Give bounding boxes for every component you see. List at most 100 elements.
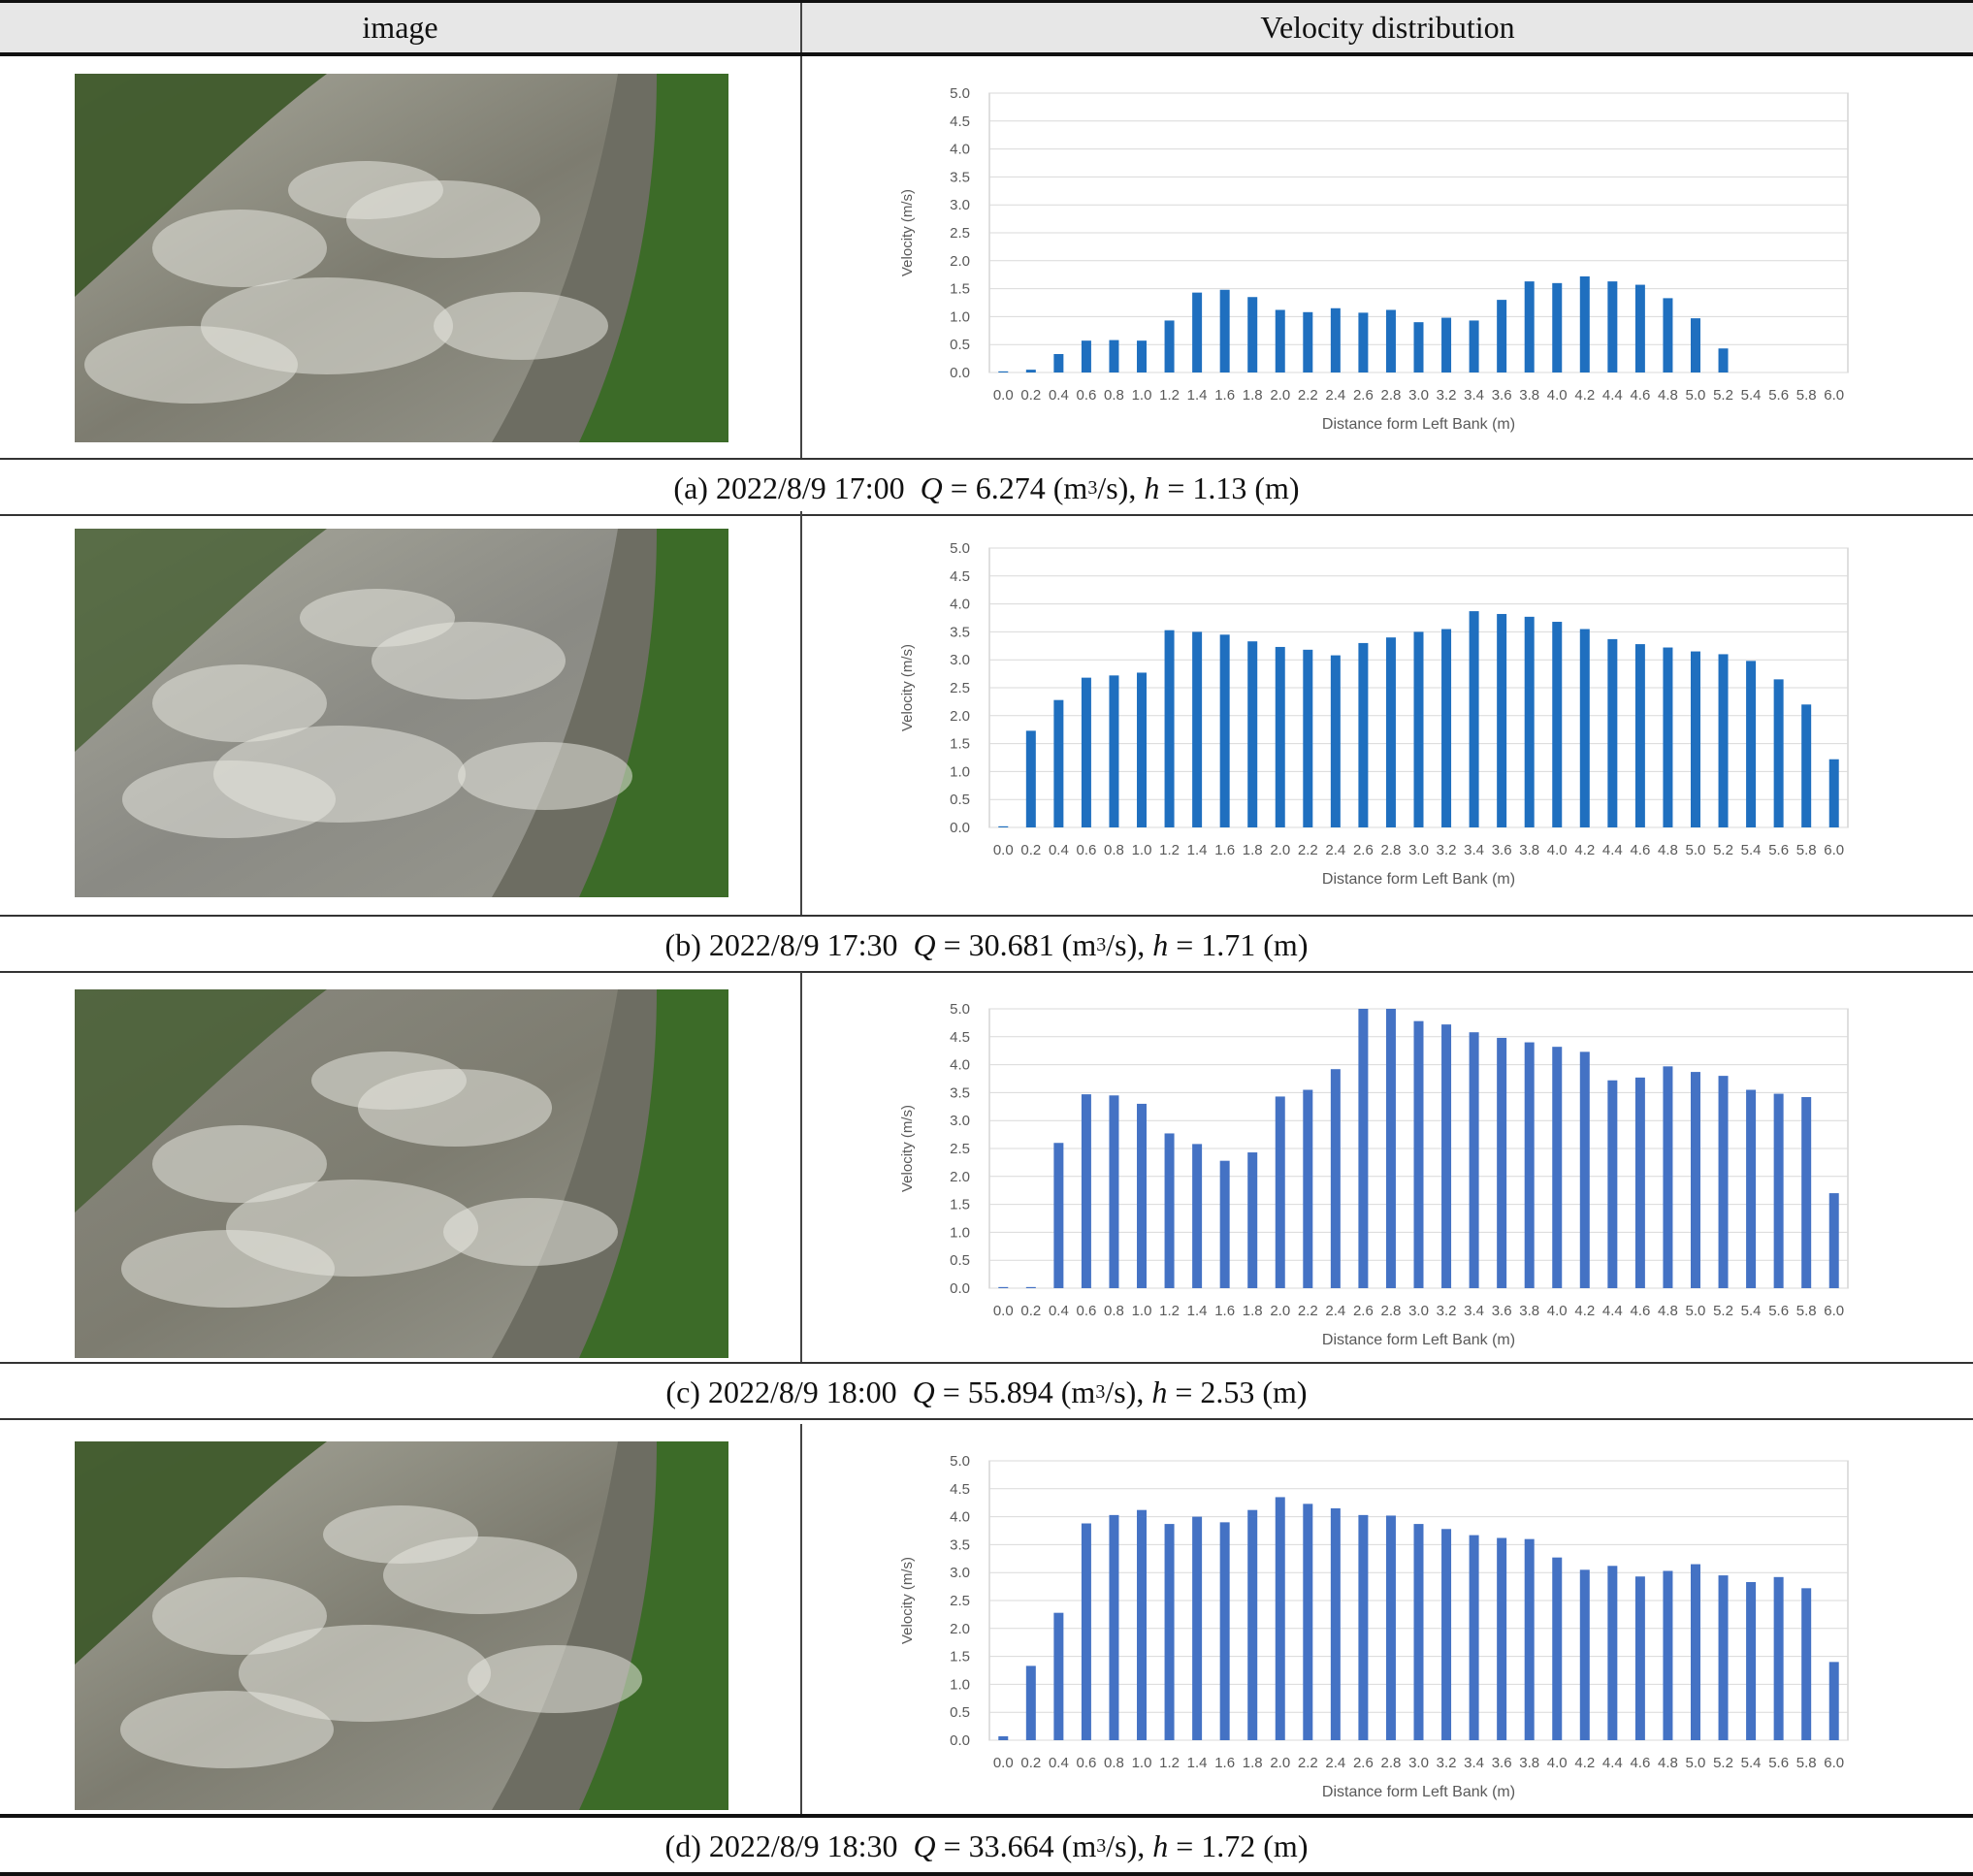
x-tick-label: 1.2 (1159, 842, 1180, 858)
bar-0.8 (1109, 1514, 1119, 1740)
x-tick-label: 3.4 (1464, 842, 1484, 858)
bar-4.2 (1579, 1051, 1590, 1288)
x-tick-label: 2.4 (1325, 842, 1345, 858)
x-tick-label: 2.4 (1325, 1303, 1345, 1319)
x-tick-label: 1.4 (1187, 387, 1208, 404)
x-tick-label: 0.6 (1076, 842, 1096, 858)
x-tick-label: 0.0 (993, 387, 1014, 404)
column-divider (800, 511, 802, 915)
x-tick-label: 2.8 (1381, 1303, 1402, 1319)
y-tick-label: 3.5 (950, 1084, 970, 1101)
x-tick-label: 3.8 (1519, 842, 1539, 858)
caption-separator (0, 1418, 1973, 1420)
x-tick-label: 1.0 (1132, 387, 1152, 404)
x-tick-label: 1.6 (1214, 1755, 1235, 1771)
x-tick-label: 1.4 (1187, 1303, 1208, 1319)
x-tick-label: 1.0 (1132, 1303, 1152, 1319)
bar-6.0 (1828, 1662, 1839, 1740)
x-tick-label: 4.6 (1630, 387, 1650, 404)
bar-2.4 (1330, 1507, 1341, 1740)
bar-1.2 (1164, 1133, 1175, 1288)
x-tick-label: 2.0 (1270, 842, 1290, 858)
bar-1.8 (1247, 641, 1258, 827)
caption-c: (c) 2022/8/9 18:00 Q = 55.894 (m 3/s), h … (0, 1364, 1973, 1420)
y-tick-label: 1.5 (950, 736, 970, 753)
q-symbol: Q (912, 1374, 935, 1409)
header-image: image (362, 10, 438, 45)
bar-5.8 (1801, 1097, 1812, 1288)
q-unit-tail: /s), (1106, 1827, 1153, 1863)
x-tick-label: 0.2 (1020, 842, 1041, 858)
bar-2.6 (1358, 1514, 1369, 1740)
y-axis-title: Velocity (m/s) (899, 644, 916, 731)
q-unit-tail: /s), (1105, 1374, 1152, 1409)
bar-3.0 (1413, 631, 1424, 827)
velocity-chart-a: 0.0 0.5 1.0 1.5 2.0 2.5 3.0 3.5 4.0 4.5 5.0 0.0 0.2 0… (899, 85, 1849, 433)
bar-1.2 (1164, 630, 1175, 827)
bar-1.4 (1192, 1516, 1203, 1740)
x-tick-label: 6.0 (1824, 1303, 1844, 1319)
x-tick-label: 2.6 (1353, 1755, 1374, 1771)
x-tick-label: 4.8 (1658, 387, 1678, 404)
x-tick-label: 5.0 (1686, 387, 1706, 404)
caption-separator (0, 971, 1973, 973)
y-tick-label: 0.0 (950, 820, 970, 836)
bar-2.2 (1303, 311, 1313, 372)
header-velocity-distribution: Velocity distribution (1260, 10, 1515, 45)
x-tick-label: 0.8 (1104, 1303, 1124, 1319)
x-tick-label: 4.4 (1602, 842, 1623, 858)
x-tick-label: 4.4 (1602, 387, 1623, 404)
bar-4.6 (1634, 1576, 1645, 1740)
x-tick-label: 2.4 (1325, 387, 1345, 404)
bar-3.4 (1469, 611, 1479, 827)
x-tick-label: 0.8 (1104, 1755, 1124, 1771)
caption-label: (d) 2022/8/9 18:30 (664, 1827, 898, 1863)
bar-2.0 (1275, 309, 1285, 372)
x-tick-label: 4.0 (1547, 842, 1568, 858)
x-tick-label: 2.6 (1353, 387, 1374, 404)
x-tick-label: 0.6 (1076, 1303, 1096, 1319)
x-tick-label: 5.8 (1796, 842, 1817, 858)
x-tick-label: 1.8 (1243, 1303, 1263, 1319)
y-tick-label: 1.0 (950, 1224, 970, 1241)
x-tick-label: 2.4 (1325, 1755, 1345, 1771)
bar-3.2 (1441, 1529, 1452, 1740)
x-tick-label: 0.0 (993, 1755, 1014, 1771)
bar-4.6 (1634, 284, 1645, 372)
x-tick-label: 4.8 (1658, 842, 1678, 858)
y-tick-label: 4.5 (950, 1481, 970, 1498)
y-tick-label: 4.5 (950, 1029, 970, 1046)
caption-d: (d) 2022/8/9 18:30 Q = 33.664 (m 3/s), h … (0, 1818, 1973, 1874)
bar-1.2 (1164, 320, 1175, 372)
x-axis-title: Distance form Left Bank (m) (1322, 871, 1515, 888)
x-tick-label: 3.2 (1437, 387, 1457, 404)
bar-6.0 (1828, 1193, 1839, 1288)
caption-label: (b) 2022/8/9 17:30 (664, 926, 898, 962)
x-tick-label: 2.2 (1298, 1755, 1318, 1771)
bar-3.0 (1413, 322, 1424, 372)
bar-2.6 (1358, 642, 1369, 827)
x-tick-label: 4.8 (1658, 1755, 1678, 1771)
bar-1.0 (1137, 340, 1148, 372)
y-tick-label: 4.0 (950, 1509, 970, 1526)
h-value: = 2.53 (m) (1167, 1374, 1308, 1409)
bar-5.2 (1718, 1076, 1729, 1288)
bar-1.0 (1137, 1509, 1148, 1740)
x-tick-label: 3.4 (1464, 387, 1484, 404)
bottom-rule (0, 1814, 1973, 1818)
bar-2.0 (1275, 646, 1285, 827)
bar-5.6 (1773, 1093, 1784, 1288)
y-axis-title: Velocity (m/s) (899, 1105, 916, 1192)
x-tick-label: 6.0 (1824, 387, 1844, 404)
x-tick-label: 3.6 (1492, 1755, 1512, 1771)
x-tick-label: 4.2 (1574, 387, 1595, 404)
bar-2.8 (1385, 637, 1396, 827)
x-tick-label: 3.8 (1519, 387, 1539, 404)
x-tick-label: 4.4 (1602, 1755, 1623, 1771)
x-tick-label: 0.0 (993, 1303, 1014, 1319)
bar-1.8 (1247, 297, 1258, 372)
y-tick-label: 3.5 (950, 169, 970, 185)
bar-0.0 (998, 825, 1009, 827)
bar-3.0 (1413, 1020, 1424, 1288)
row-separator (0, 915, 1973, 917)
